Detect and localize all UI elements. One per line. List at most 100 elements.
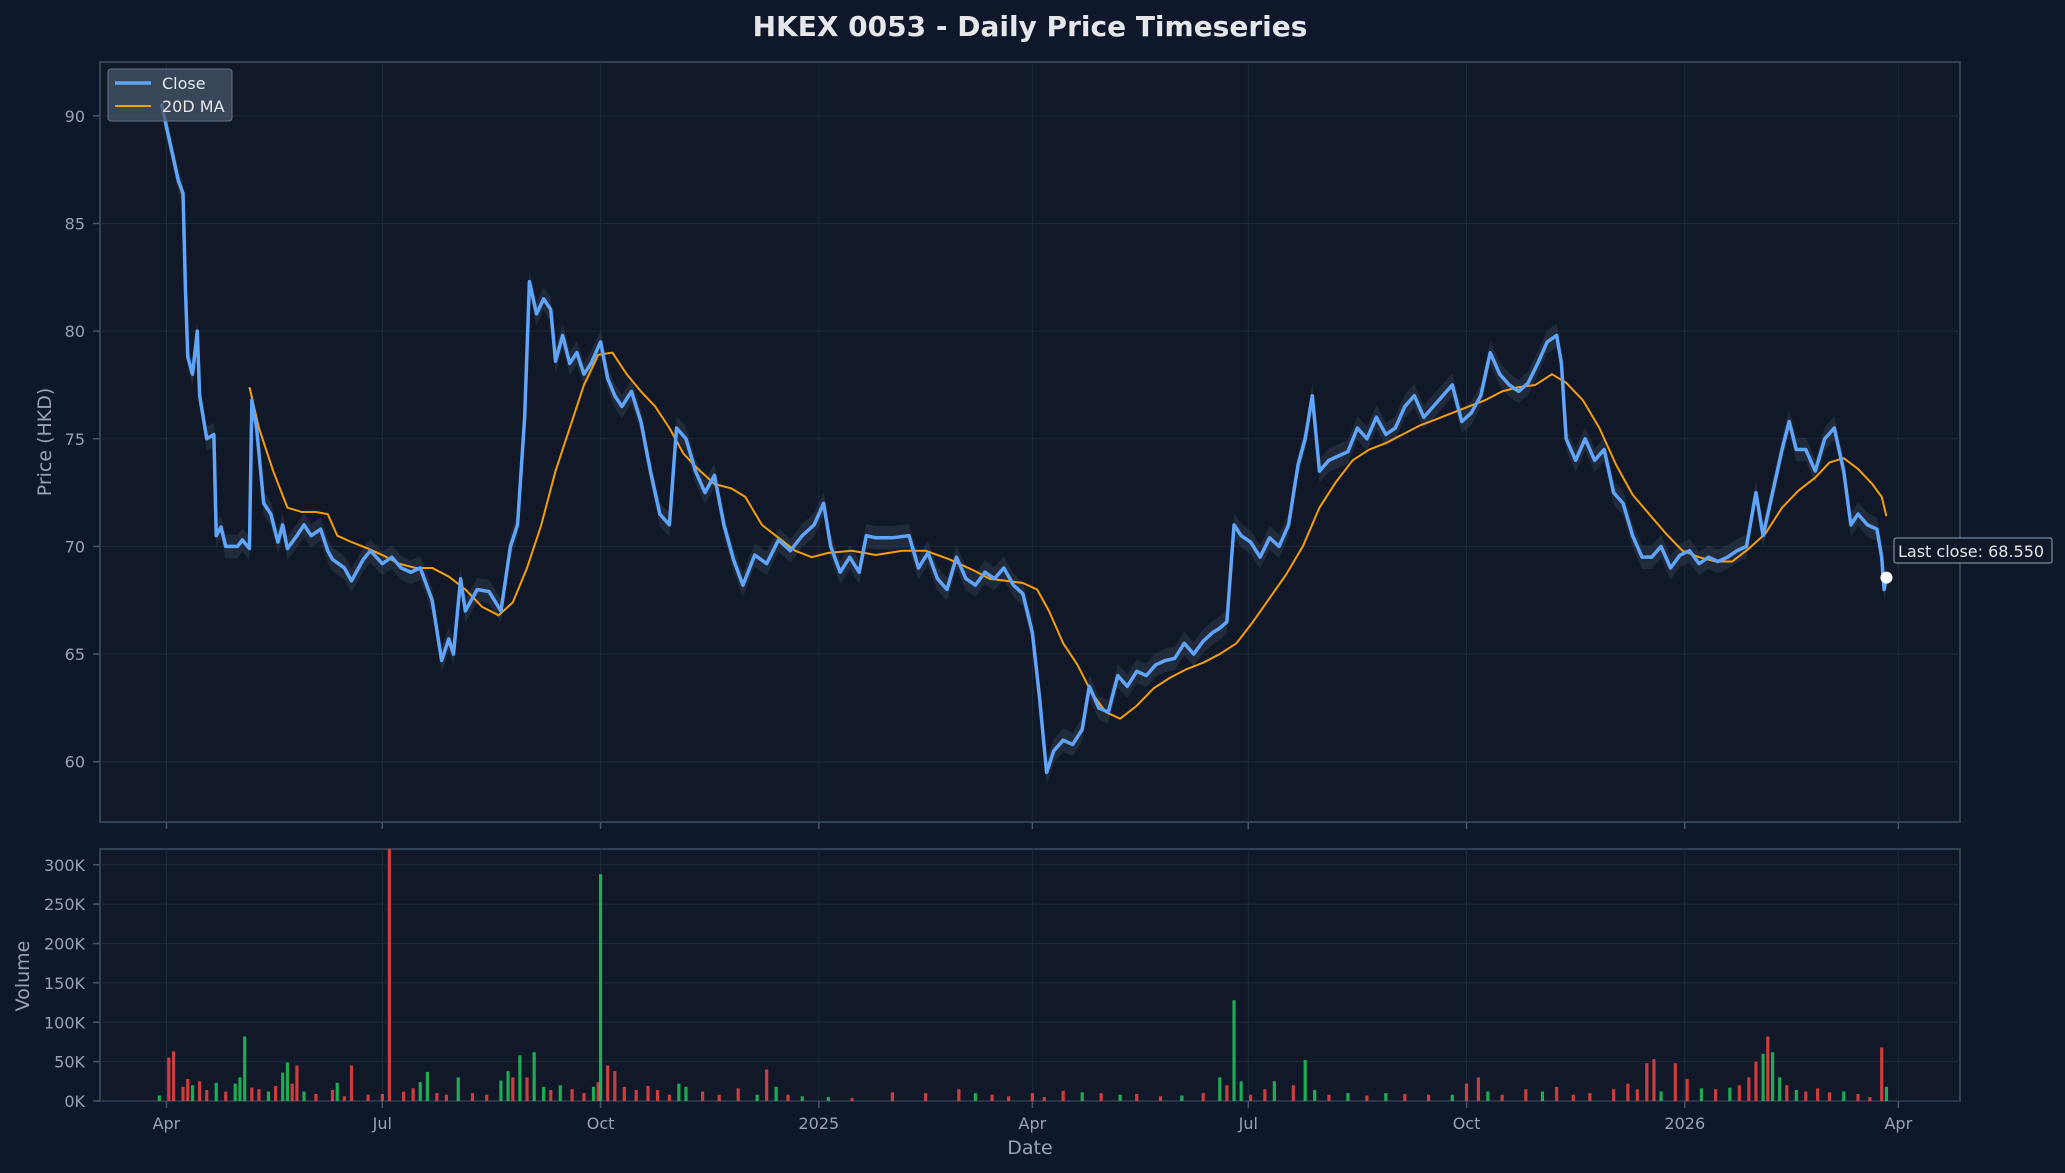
volume-bar — [606, 1065, 610, 1101]
price-y-tick-label: 80 — [65, 322, 85, 341]
volume-bar — [1327, 1094, 1331, 1101]
volume-bar — [1030, 1093, 1034, 1101]
volume-bar — [774, 1086, 778, 1101]
volume-bar — [924, 1093, 928, 1101]
price-y-tick-label: 90 — [65, 107, 85, 126]
volume-bar — [667, 1094, 671, 1101]
volume-y-tick-label: 50K — [54, 1053, 85, 1072]
volume-bar — [736, 1088, 740, 1101]
volume-bar — [243, 1036, 247, 1101]
volume-grid — [100, 849, 1960, 1102]
volume-bar — [1856, 1093, 1860, 1101]
volume-bar — [890, 1092, 894, 1101]
volume-bar — [1766, 1036, 1770, 1101]
x-tick-label: Apr — [153, 1114, 181, 1133]
volume-bar — [532, 1052, 536, 1101]
volume-bar — [1180, 1095, 1184, 1101]
x-tick-label: Jul — [1238, 1114, 1258, 1133]
volume-bars — [157, 849, 1889, 1101]
volume-bar — [518, 1055, 522, 1101]
volume-bar — [1884, 1086, 1889, 1101]
volume-bar — [435, 1093, 439, 1101]
volume-bar — [755, 1094, 759, 1101]
volume-bar — [765, 1069, 769, 1101]
volume-bar — [1794, 1089, 1798, 1101]
volume-bar — [1080, 1092, 1084, 1101]
volume-bar — [1571, 1094, 1575, 1101]
volume-bar — [314, 1093, 318, 1101]
volume-bar — [591, 1086, 596, 1101]
price-y-tick-label: 65 — [65, 645, 85, 664]
legend-close-label: Close — [162, 74, 206, 93]
price-y-tick-label: 60 — [65, 753, 85, 772]
volume-bar — [1685, 1078, 1689, 1101]
price-y-axis-label: Price (HKD) — [34, 388, 56, 497]
volume-bar — [1635, 1089, 1639, 1101]
volume-bar — [1880, 1047, 1884, 1101]
volume-bar — [250, 1087, 254, 1101]
volume-bar — [1804, 1091, 1808, 1101]
volume-bar — [281, 1072, 285, 1101]
volume-bar — [1524, 1089, 1528, 1101]
volume-bar — [1225, 1085, 1229, 1101]
close-line — [159, 103, 1889, 775]
volume-bar — [285, 1062, 290, 1101]
volume-bar — [171, 1051, 176, 1101]
volume-bar — [655, 1089, 660, 1101]
x-tick-label: 2025 — [798, 1114, 839, 1133]
volume-bar — [1652, 1059, 1656, 1101]
volume-bar — [850, 1097, 854, 1101]
volume-bar — [549, 1089, 553, 1101]
volume-bar — [402, 1091, 406, 1101]
volume-bar — [167, 1057, 171, 1101]
x-tick-label: Apr — [1884, 1114, 1912, 1133]
x-tick-label: Oct — [587, 1114, 615, 1133]
price-y-tick-label: 85 — [65, 214, 85, 233]
volume-bar — [411, 1088, 415, 1101]
volume-bar — [1239, 1081, 1243, 1101]
volume-y-ticks: 0K 50K 100K 150K 200K 250K 300K — [44, 856, 100, 1111]
volume-y-tick-label: 150K — [44, 974, 86, 993]
volume-bar — [1778, 1077, 1782, 1101]
volume-bar — [295, 1065, 299, 1101]
volume-bar — [542, 1086, 546, 1101]
volume-bar — [456, 1077, 460, 1101]
price-y-tick-label: 70 — [65, 537, 85, 556]
volume-bar — [1699, 1088, 1704, 1101]
price-y-ticks: 60 65 70 75 80 85 90 — [65, 107, 100, 772]
volume-bar — [157, 1095, 161, 1101]
volume-bar — [598, 874, 603, 1101]
volume-bar — [1365, 1095, 1369, 1101]
volume-y-tick-label: 200K — [44, 935, 86, 954]
volume-bar — [1540, 1091, 1545, 1101]
price-grid — [100, 62, 1960, 822]
volume-bar — [1500, 1094, 1504, 1101]
volume-bar — [1842, 1091, 1846, 1101]
volume-bar — [1426, 1094, 1431, 1101]
volume-bar — [181, 1086, 185, 1101]
volume-bar — [1303, 1060, 1307, 1101]
last-close-box — [1893, 537, 2053, 564]
volume-bar — [1747, 1077, 1751, 1101]
volume-bar — [506, 1071, 510, 1101]
volume-bar — [499, 1080, 503, 1101]
volume-bar — [1232, 1000, 1236, 1101]
volume-bar — [214, 1082, 218, 1101]
volume-bar — [990, 1094, 994, 1101]
volume-bar — [1291, 1085, 1295, 1101]
volume-bar — [646, 1086, 650, 1101]
last-close-label: Last close: 68.550 — [1898, 542, 2044, 561]
volume-bar — [238, 1077, 242, 1101]
price-y-tick-label: 75 — [65, 430, 85, 449]
volume-bar — [1770, 1052, 1775, 1101]
volume-bar — [198, 1081, 202, 1101]
volume-bar — [485, 1094, 489, 1101]
volume-bar — [1588, 1093, 1592, 1101]
volume-y-axis-label: Volume — [12, 941, 34, 1012]
x-axis-ticks: Apr Jul Oct 2025 Apr Jul Oct 2026 Apr — [153, 822, 1913, 1133]
volume-bar — [349, 1065, 354, 1101]
volume-bar — [1313, 1089, 1317, 1101]
volume-bar — [1201, 1093, 1205, 1101]
ma-20d-line — [248, 351, 1888, 720]
price-panel — [99, 61, 1961, 823]
